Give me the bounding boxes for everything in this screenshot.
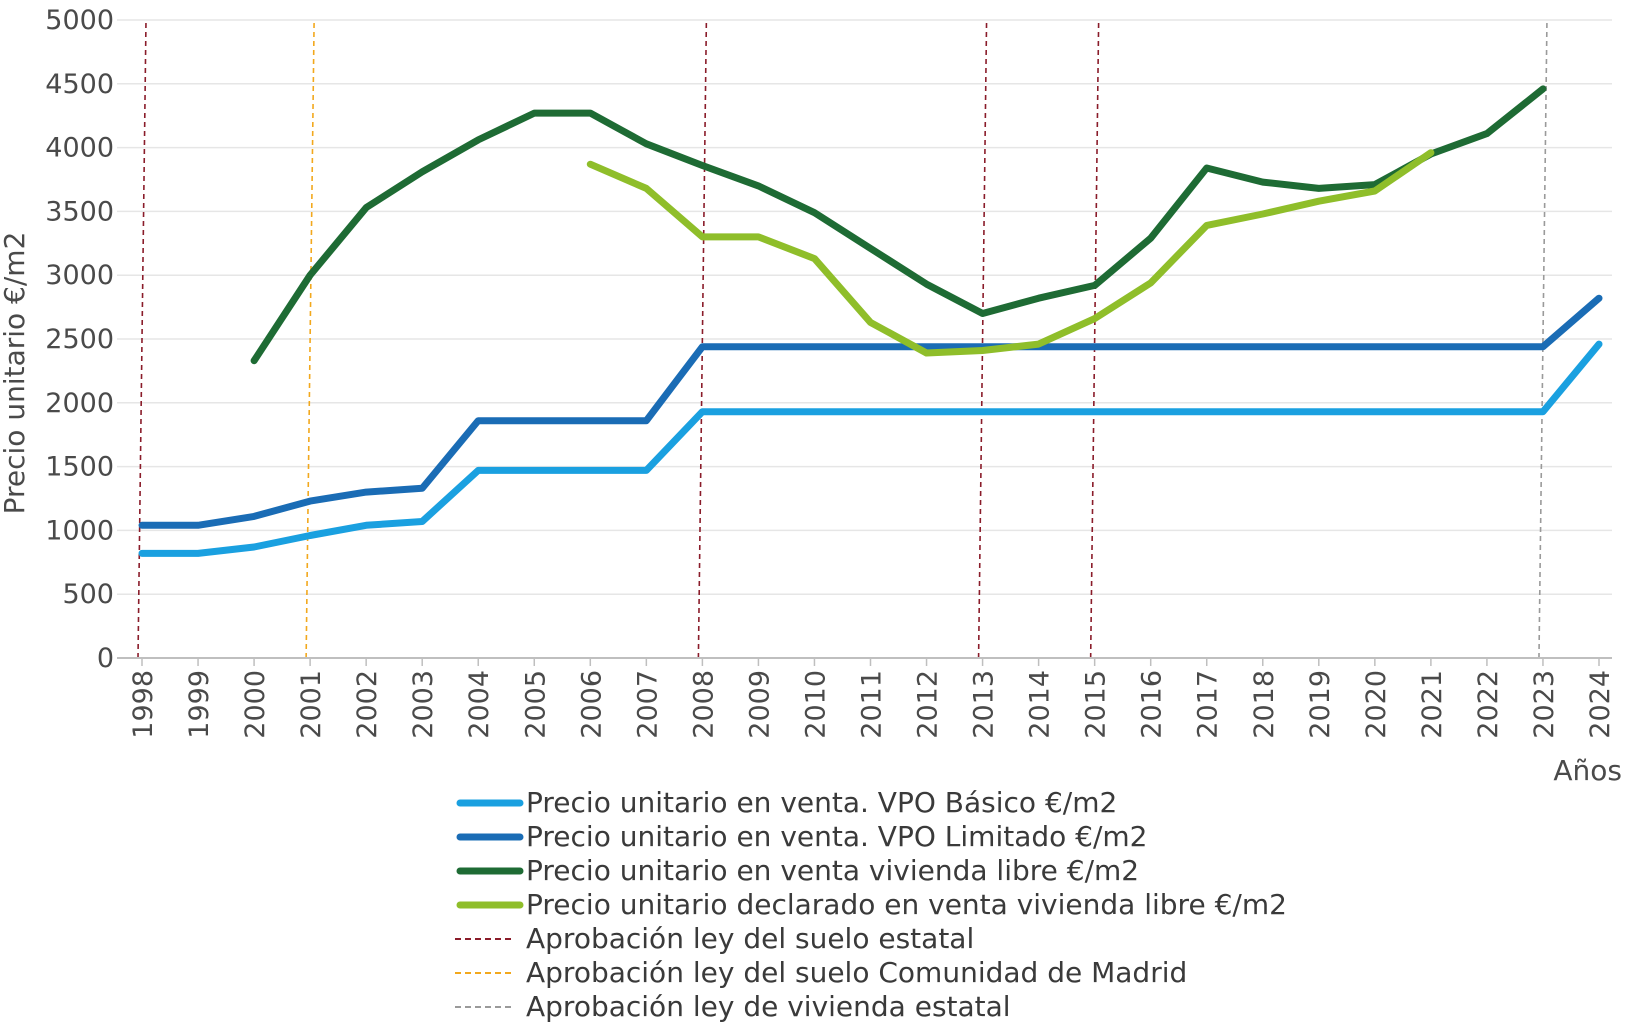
vertical-marker-line <box>305 19 315 659</box>
y-tick-label: 2000 <box>45 388 114 419</box>
x-tick-label: 2005 <box>520 670 551 739</box>
series-line <box>250 85 1547 365</box>
x-tick-label: 2004 <box>464 670 495 739</box>
series-line <box>138 340 1603 557</box>
vertical-marker-line <box>697 19 708 659</box>
series-line <box>586 149 1435 357</box>
x-tick-label: 2020 <box>1361 670 1392 739</box>
x-tick-label: 2021 <box>1417 670 1448 739</box>
x-tick-label: 2009 <box>744 670 775 739</box>
y-tick-label: 2500 <box>45 324 114 355</box>
legend: Precio unitario en venta. VPO Básico €/m… <box>455 786 1287 1023</box>
legend-label: Precio unitario declarado en venta vivie… <box>526 888 1287 921</box>
x-tick-label: 2024 <box>1585 670 1616 739</box>
y-tick-label: 4500 <box>45 69 114 100</box>
x-tick-label: 2008 <box>688 670 719 739</box>
y-tick-label: 1000 <box>45 515 114 546</box>
y-tick-label: 3000 <box>45 260 114 291</box>
x-tick-label: 2011 <box>857 670 888 739</box>
y-tick-label: 1500 <box>45 452 114 483</box>
x-tick-label: 2015 <box>1081 670 1112 739</box>
x-tick-label: 2019 <box>1305 670 1336 739</box>
legend-label: Precio unitario en venta. VPO Básico €/m… <box>526 786 1117 819</box>
y-axis-ticks: 0 500 1000 1500 2000 2500 3000 3500 4000 4500 5000 <box>45 5 114 674</box>
y-tick-label: 0 <box>97 643 114 674</box>
x-tick-label: 2018 <box>1249 670 1280 739</box>
grid <box>117 19 1612 595</box>
legend-label: Aprobación ley del suelo estatal <box>526 922 974 955</box>
x-axis-title: Años <box>1553 754 1622 787</box>
y-tick-label: 4000 <box>45 133 114 164</box>
legend-label: Aprobación ley de vivienda estatal <box>526 990 1011 1023</box>
x-tick-label: 2002 <box>352 670 383 739</box>
y-tick-label: 3500 <box>45 196 114 227</box>
legend-label: Precio unitario en venta vivienda libre … <box>526 854 1139 887</box>
legend-label: Aprobación ley del suelo Comunidad de Ma… <box>526 956 1187 989</box>
x-tick-label: 2000 <box>240 670 271 739</box>
vertical-marker-line <box>1538 19 1548 659</box>
x-tick-label: 2003 <box>408 670 439 739</box>
x-tick-label: 2014 <box>1025 670 1056 739</box>
x-tick-label: 2007 <box>632 670 663 739</box>
x-tick-label: 1999 <box>184 670 215 739</box>
vertical-marker-line <box>137 19 147 659</box>
x-tick-label: 2012 <box>913 670 944 739</box>
vertical-markers <box>137 19 1548 659</box>
x-tick-label: 2022 <box>1473 670 1504 739</box>
x-tick-label: 2001 <box>296 670 327 739</box>
x-tick-label: 2013 <box>969 670 1000 739</box>
x-tick-label: 2023 <box>1529 670 1560 739</box>
y-axis-title: Precio unitario €/m2 <box>0 232 31 515</box>
vertical-marker-line <box>977 19 988 659</box>
x-axis-ticks: 1998 1999 2000 2001 2002 2003 2004 2005 2006 2007… <box>128 658 1616 739</box>
vertical-marker-line <box>1089 19 1100 659</box>
y-tick-label: 500 <box>62 579 114 610</box>
x-tick-label: 2006 <box>576 670 607 739</box>
series-lines <box>138 85 1603 557</box>
y-tick-label: 5000 <box>45 5 114 36</box>
x-tick-label: 2010 <box>800 670 831 739</box>
legend-label: Precio unitario en venta. VPO Limitado €… <box>526 820 1148 853</box>
x-tick-label: 2017 <box>1193 670 1224 739</box>
x-tick-label: 1998 <box>128 670 159 739</box>
series-line <box>138 294 1603 529</box>
x-tick-label: 2016 <box>1137 670 1168 739</box>
